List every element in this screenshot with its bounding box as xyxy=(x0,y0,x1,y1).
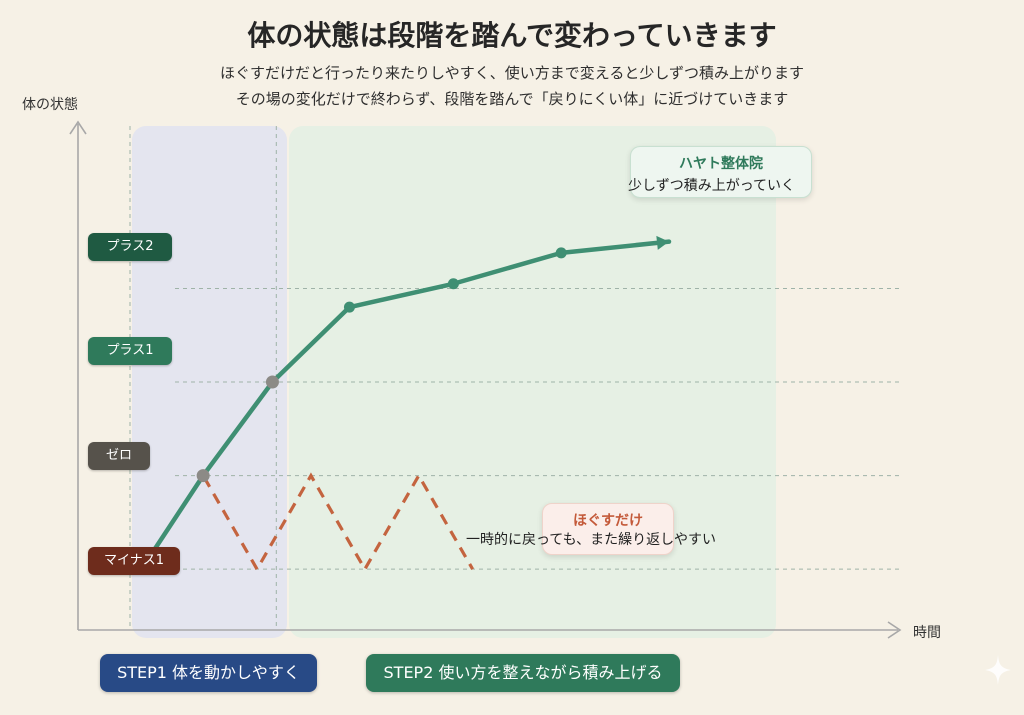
legend-hogusu-name: ほぐすだけ xyxy=(573,513,643,529)
series-hogusu-line xyxy=(140,472,475,573)
hayato-series-note: 少しずつ積み上がっていく xyxy=(628,178,796,194)
x-axis-label: 時間 xyxy=(913,625,941,641)
subtitle-line-2: その場の変化だけで終わらず、段階を踏んで「戻りにくい体」に近づけていきます xyxy=(235,90,789,108)
y-tick-zero: ゼロ xyxy=(88,442,150,470)
series-hayato-point-1 xyxy=(265,375,279,389)
series-hayato-point-3 xyxy=(447,278,459,290)
y-tick-plus1: プラス1 xyxy=(88,337,172,365)
sparkle-icon xyxy=(985,655,1011,685)
hogusu-series-note: 一時的に戻っても、また繰り返しやすい xyxy=(466,532,717,548)
x-axis-arrow xyxy=(887,621,902,639)
y-tick-plus2: プラス2 xyxy=(88,233,172,261)
step1-label: STEP1 体を動かしやすく xyxy=(100,654,317,692)
legend-hayato-name: ハヤト整体院 xyxy=(679,156,763,172)
page-title: 体の状態は段階を踏んで変わっていきます xyxy=(247,19,777,52)
series-hayato-point-0 xyxy=(196,469,210,483)
y-axis-label: 体の状態 xyxy=(22,97,78,113)
legend-callout-hogusu: ほぐすだけ xyxy=(542,503,674,555)
series-hayato-arrowhead xyxy=(656,235,669,250)
series-hayato-point-4 xyxy=(555,247,567,259)
subtitle-line-1: ほぐすだけだと行ったり来たりしやすく、使い方まで変えると少しずつ積み上がります xyxy=(219,64,805,82)
y-tick-minus1: マイナス1 xyxy=(88,547,180,575)
y-axis-arrow xyxy=(69,120,87,135)
step2-label: STEP2 使い方を整えながら積み上げる xyxy=(366,654,680,692)
series-hayato-point-2 xyxy=(343,301,355,313)
legend-callout-hayato: ハヤト整体院 xyxy=(630,146,812,198)
